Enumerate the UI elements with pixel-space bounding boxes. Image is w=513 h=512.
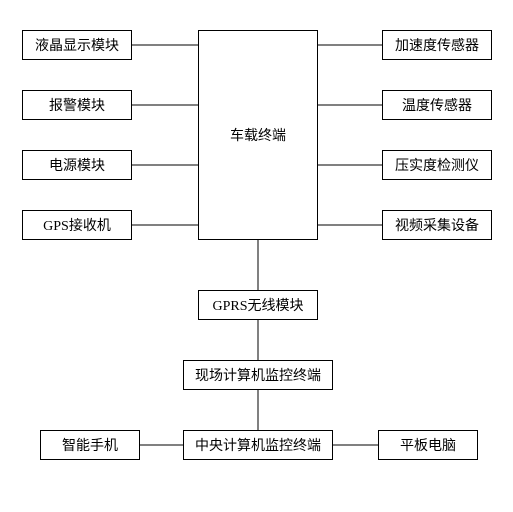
- node-label: 视频采集设备: [395, 215, 479, 235]
- node-alarm: 报警模块: [22, 90, 132, 120]
- node-label: 中央计算机监控终端: [195, 435, 321, 455]
- node-label: 车载终端: [230, 125, 286, 145]
- node-label: 智能手机: [62, 435, 118, 455]
- node-label: 压实度检测仪: [395, 155, 479, 175]
- node-onsite: 现场计算机监控终端: [183, 360, 333, 390]
- node-tablet: 平板电脑: [378, 430, 478, 460]
- node-label: 电源模块: [49, 155, 105, 175]
- node-power: 电源模块: [22, 150, 132, 180]
- node-video: 视频采集设备: [382, 210, 492, 240]
- diagram-canvas: 车载终端 液晶显示模块 报警模块 电源模块 GPS接收机 加速度传感器 温度传感…: [0, 0, 513, 512]
- node-label: 平板电脑: [400, 435, 456, 455]
- node-label: GPRS无线模块: [212, 295, 303, 315]
- node-phone: 智能手机: [40, 430, 140, 460]
- node-compact: 压实度检测仪: [382, 150, 492, 180]
- node-label: 报警模块: [49, 95, 105, 115]
- node-accel: 加速度传感器: [382, 30, 492, 60]
- node-gps: GPS接收机: [22, 210, 132, 240]
- node-label: 现场计算机监控终端: [195, 365, 321, 385]
- node-temp: 温度传感器: [382, 90, 492, 120]
- node-label: 液晶显示模块: [35, 35, 119, 55]
- node-center: 车载终端: [198, 30, 318, 240]
- node-label: 加速度传感器: [395, 35, 479, 55]
- node-gprs: GPRS无线模块: [198, 290, 318, 320]
- node-label: GPS接收机: [43, 215, 111, 235]
- node-lcd: 液晶显示模块: [22, 30, 132, 60]
- node-central: 中央计算机监控终端: [183, 430, 333, 460]
- node-label: 温度传感器: [402, 95, 472, 115]
